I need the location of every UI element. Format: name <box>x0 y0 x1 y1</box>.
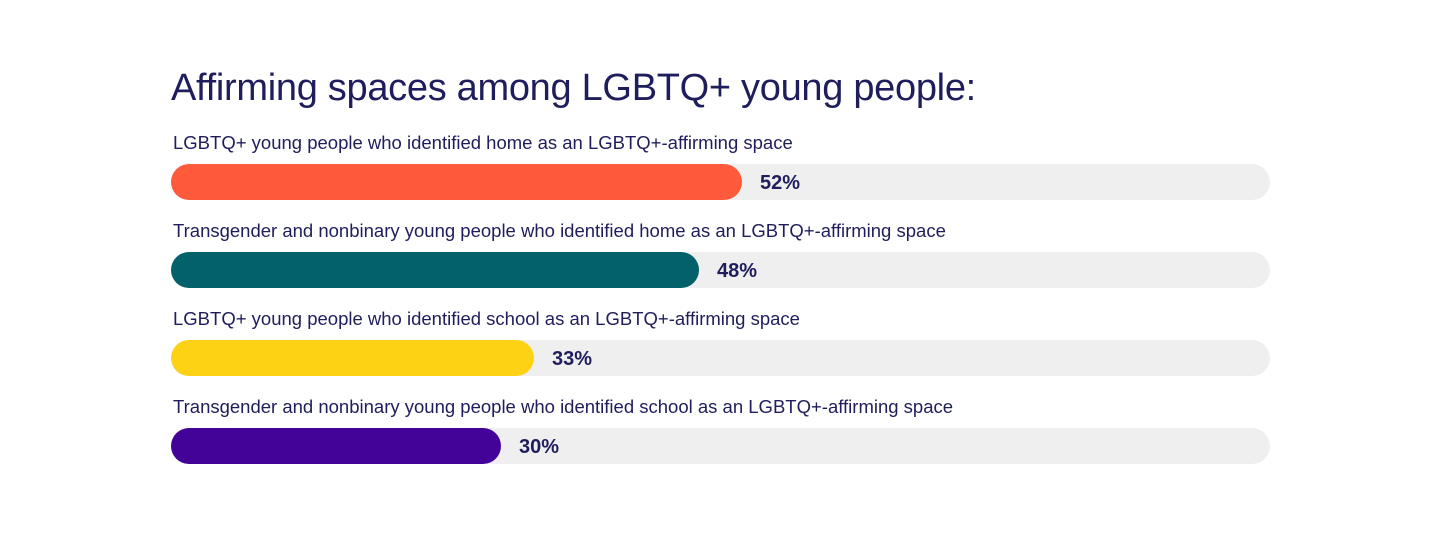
bar-rows: LGBTQ+ young people who identified home … <box>171 131 1270 483</box>
bar-row: Transgender and nonbinary young people w… <box>171 395 1270 483</box>
bar-value-label: 30% <box>519 436 560 458</box>
bar-row: LGBTQ+ young people who identified schoo… <box>171 307 1270 395</box>
bar-label: LGBTQ+ young people who identified schoo… <box>173 308 800 329</box>
bar-track <box>171 340 1270 376</box>
bar <box>171 340 534 376</box>
bar-track <box>171 164 1270 200</box>
bar <box>171 164 742 200</box>
bar-value-label: 52% <box>760 172 801 194</box>
chart: Affirming spaces among LGBTQ+ young peop… <box>171 62 1270 483</box>
bar-track <box>171 428 1270 464</box>
bar-track <box>171 252 1270 288</box>
bar-value-label: 48% <box>717 260 758 282</box>
bar <box>171 252 699 288</box>
bar-row: LGBTQ+ young people who identified home … <box>171 131 1270 219</box>
bar-row: Transgender and nonbinary young people w… <box>171 219 1270 307</box>
chart-title: Affirming spaces among LGBTQ+ young peop… <box>171 67 976 109</box>
bar-label: Transgender and nonbinary young people w… <box>173 220 946 241</box>
bar-value-label: 33% <box>552 348 593 370</box>
bar <box>171 428 501 464</box>
bar-label: LGBTQ+ young people who identified home … <box>173 132 793 153</box>
bar-label: Transgender and nonbinary young people w… <box>173 396 954 417</box>
